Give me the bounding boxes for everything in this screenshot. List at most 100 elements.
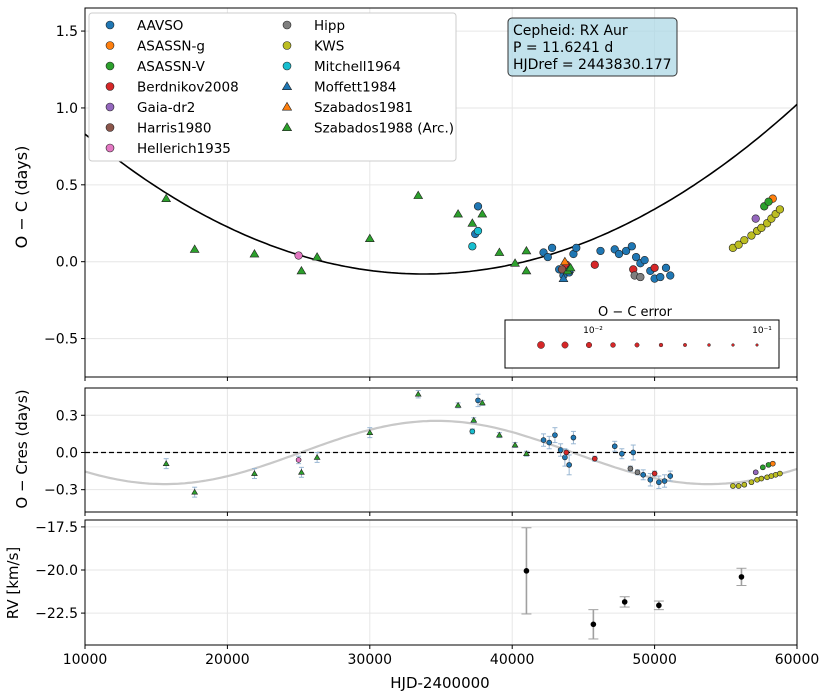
middle-point-18 <box>552 432 558 438</box>
middle-point-1 <box>191 488 199 495</box>
middle-point-23 <box>563 449 570 456</box>
top-point-12-3 <box>296 265 307 275</box>
middle-point-8 <box>454 401 462 408</box>
top-point-12-1 <box>189 244 200 253</box>
error-scale-dot-7 <box>707 343 711 347</box>
legend-marker-6 <box>105 143 115 153</box>
top-point-9-1 <box>473 226 483 236</box>
middle-point-0 <box>162 460 170 466</box>
middle-point-26 <box>619 450 625 457</box>
legend-label-9: Mitchell1964 <box>314 59 401 75</box>
middle-point-28 <box>630 449 637 456</box>
middle-point-9 <box>469 428 476 435</box>
middle-point-22 <box>570 434 577 441</box>
legend-marker-0 <box>105 20 115 30</box>
top-point-7-1 <box>636 272 645 282</box>
top-point-0-0 <box>473 202 483 211</box>
top-point-12-13 <box>521 265 532 275</box>
legend-marker-10 <box>281 81 293 91</box>
legend-marker-1 <box>105 41 115 50</box>
bottom-point-2 <box>621 599 628 605</box>
error-scale-inset: O − C error 10⁻² 10⁻¹ <box>504 305 780 369</box>
legend-label-12: Szabados1988 (Arc.) <box>314 121 454 137</box>
middle-point-32 <box>651 470 658 477</box>
error-scale-dot-1 <box>561 341 569 349</box>
bottom-ytick-label-1: −20.0 <box>35 563 78 579</box>
top-point-8-1 <box>734 240 743 249</box>
bottom-xtick-label-2: 30000 <box>348 652 393 668</box>
middle-point-36 <box>730 483 736 489</box>
axes-frame-layer <box>84 7 798 646</box>
top-point-0-22 <box>596 246 605 256</box>
bottom-axes-frame <box>84 519 798 646</box>
legend-marker-2 <box>105 61 115 71</box>
legend-label-6: Hellerich1935 <box>137 141 231 157</box>
middle-point-4 <box>298 468 305 475</box>
error-scale-tick-1: 10⁻² <box>583 326 603 336</box>
middle-point-45 <box>777 470 783 477</box>
bottom-xlabel: HJD-2400000 <box>390 674 489 692</box>
legend-label-2: ASASSN-V <box>137 59 206 75</box>
middle-point-7 <box>414 390 422 397</box>
top-point-0-14 <box>631 252 641 262</box>
bottom-ytick-label-2: −17.5 <box>35 520 78 536</box>
top-point-12-4 <box>312 252 323 261</box>
legend-frame <box>88 12 457 162</box>
bottom-point-4 <box>738 574 745 580</box>
top-point-0-4 <box>547 243 557 252</box>
middle-point-19 <box>557 447 564 453</box>
bottom-ylabel: RV [km/s] <box>4 547 22 620</box>
top-point-12-6 <box>413 190 424 199</box>
middle-point-35 <box>667 473 674 479</box>
middle-point-30 <box>640 471 647 478</box>
error-scale-dot-5 <box>658 342 664 348</box>
top-fit-parabola <box>84 103 798 275</box>
middle-point-46 <box>752 469 759 476</box>
top-point-6-0 <box>294 251 303 260</box>
legend: AAVSO ASASSN-g ASASSN-V Berdnikov2008 Gaia-d… <box>88 12 457 162</box>
legend-marker-5 <box>105 123 115 132</box>
top-point-2-1 <box>764 197 773 206</box>
top-point-3-1 <box>590 260 599 269</box>
top-point-0-3 <box>543 252 552 262</box>
top-point-0-11 <box>614 249 624 259</box>
bottom-point-1 <box>590 621 597 628</box>
top-point-0-19 <box>656 272 665 282</box>
top-point-8-2 <box>740 236 749 245</box>
bottom-xtick-label-0: 10000 <box>63 652 108 668</box>
top-point-8-9 <box>775 205 785 214</box>
middle-point-27 <box>627 465 634 472</box>
legend-label-4: Gaia-dr2 <box>137 100 195 116</box>
bottom-xtick-label-3: 40000 <box>490 652 535 668</box>
error-scale-dot-8 <box>731 343 735 347</box>
middle-point-14 <box>511 441 519 448</box>
middle-point-37 <box>735 483 742 489</box>
top-point-4-0 <box>751 214 760 223</box>
error-scale-tick-2: 10⁻¹ <box>752 326 772 336</box>
middle-point-34 <box>661 478 668 484</box>
top-ytick-label-4: 1.5 <box>56 24 78 40</box>
top-ylabel: O − C (days) <box>12 146 31 249</box>
bottom-xtick-label-1: 20000 <box>205 652 250 668</box>
top-point-12-2 <box>249 249 260 258</box>
middle-point-11 <box>478 399 486 406</box>
top-point-3-3 <box>650 263 659 272</box>
middle-point-13 <box>495 431 503 438</box>
middle-point-6 <box>366 429 374 435</box>
middle-point-49 <box>769 460 776 467</box>
top-point-12-0 <box>161 193 172 203</box>
top-point-0-12 <box>622 246 631 256</box>
middle-point-17 <box>546 439 553 446</box>
top-point-12-9 <box>477 209 488 218</box>
middle-point-38 <box>741 481 748 488</box>
middle-ytick-label-0: −0.3 <box>44 483 78 499</box>
middle-axes-frame <box>84 387 798 513</box>
top-point-12-7 <box>453 209 463 218</box>
legend-label-8: KWS <box>314 39 344 55</box>
bottom-xtick-label-5: 60000 <box>775 652 820 668</box>
info-box-line2: P = 11.6241 d <box>513 40 613 56</box>
middle-point-2 <box>251 470 258 476</box>
middle-point-10 <box>475 397 481 404</box>
error-scale-dot-0 <box>537 341 545 349</box>
